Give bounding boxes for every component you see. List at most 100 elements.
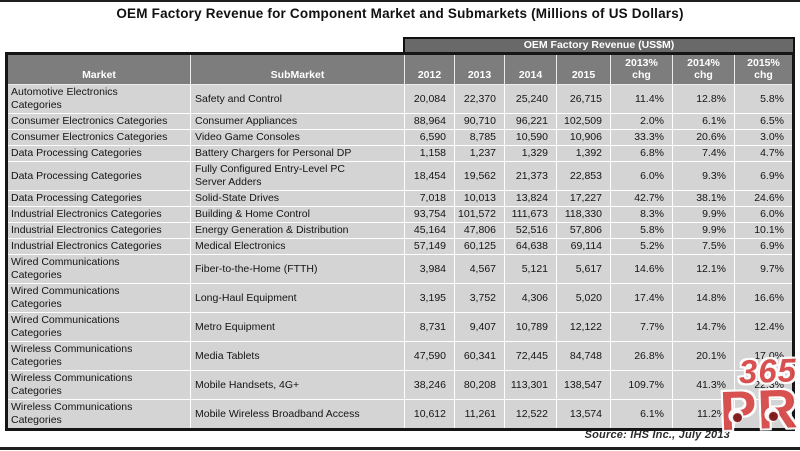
- market-cell: Wireless Communications Categories: [6, 370, 191, 400]
- col-header-2013: 2013: [454, 53, 505, 85]
- value-2013-cell: 90,710: [454, 113, 505, 130]
- value-2014-cell: 113,301: [504, 370, 557, 400]
- value-2013-cell: 19,562: [454, 161, 505, 191]
- chg-2013-cell: 8.3%: [610, 206, 673, 223]
- value-2012-cell: 7,018: [404, 190, 455, 207]
- value-2014-cell: 25,240: [504, 84, 557, 114]
- value-2015-cell: 84,748: [556, 341, 611, 371]
- table-row: Industrial Electronics Categories Medica…: [6, 238, 794, 255]
- chg-2015-cell: 5.8%: [734, 84, 794, 114]
- submarket-cell: Energy Generation & Distribution: [190, 222, 405, 239]
- value-2014-cell: 111,673: [504, 206, 557, 223]
- table-row: Wired Communications Categories Metro Eq…: [6, 312, 794, 342]
- value-2014-cell: 12,522: [504, 399, 557, 430]
- chg-2013-cell: 5.2%: [610, 238, 673, 255]
- value-2013-cell: 1,237: [454, 145, 505, 162]
- submarket-cell: Fiber-to-the-Home (FTTH): [190, 254, 405, 284]
- value-2015-cell: 102,509: [556, 113, 611, 130]
- market-cell: Consumer Electronics Categories: [6, 113, 191, 130]
- chg-2014-cell: 12.1%: [672, 254, 735, 284]
- col-header-submarket: SubMarket: [190, 53, 405, 85]
- table-row: Industrial Electronics Categories Energy…: [6, 222, 794, 239]
- chg-2013-cell: 6.1%: [610, 399, 673, 430]
- chg-2014-cell: 11.2%: [672, 399, 735, 430]
- value-2012-cell: 88,964: [404, 113, 455, 130]
- col-header-2014-chg: 2014% chg: [672, 53, 735, 85]
- value-2015-cell: 5,020: [556, 283, 611, 313]
- value-2012-cell: 6,590: [404, 129, 455, 146]
- chg-2015-cell: 10.1%: [734, 222, 794, 239]
- chg-2015-cell: 6.0%: [734, 206, 794, 223]
- submarket-cell: Mobile Handsets, 4G+: [190, 370, 405, 400]
- submarket-cell: Mobile Wireless Broadband Access: [190, 399, 405, 430]
- value-2012-cell: 3,984: [404, 254, 455, 284]
- table-row: Wired Communications Categories Long-Hau…: [6, 283, 794, 313]
- chg-2013-cell: 6.0%: [610, 161, 673, 191]
- value-2015-cell: 12,122: [556, 312, 611, 342]
- market-cell: Consumer Electronics Categories: [6, 129, 191, 146]
- chg-2015-cell: 6.9%: [734, 238, 794, 255]
- chg-2014-cell: 12.8%: [672, 84, 735, 114]
- value-2014-cell: 1,329: [504, 145, 557, 162]
- value-2015-cell: 5,617: [556, 254, 611, 284]
- chg-2015-cell: 6.9%: [734, 161, 794, 191]
- market-cell: Wireless Communications Categories: [6, 341, 191, 371]
- chg-2015-cell: 9.7%: [734, 254, 794, 284]
- value-2012-cell: 93,754: [404, 206, 455, 223]
- chg-2015-cell: 4.7%: [734, 145, 794, 162]
- page-title: OEM Factory Revenue for Component Market…: [116, 6, 684, 21]
- table-row: Data Processing Categories Battery Charg…: [6, 145, 794, 162]
- value-2013-cell: 11,261: [454, 399, 505, 430]
- submarket-cell: Long-Haul Equipment: [190, 283, 405, 313]
- col-header-2015: 2015: [556, 53, 611, 85]
- value-2013-cell: 4,567: [454, 254, 505, 284]
- table-row: Data Processing Categories Solid-State D…: [6, 190, 794, 207]
- chg-2013-cell: 42.7%: [610, 190, 673, 207]
- chg-2013-cell: 6.8%: [610, 145, 673, 162]
- header-row: Market SubMarket 2012 2013 2014 2015 201…: [6, 53, 794, 85]
- value-2012-cell: 3,195: [404, 283, 455, 313]
- chg-2015-cell: 12.4%: [734, 312, 794, 342]
- value-2015-cell: 26,715: [556, 84, 611, 114]
- chg-2015-cell: 17.0%: [734, 341, 794, 371]
- value-2014-cell: 64,638: [504, 238, 557, 255]
- source-note: Source: IHS Inc., July 2013: [584, 429, 730, 441]
- submarket-cell: Medical Electronics: [190, 238, 405, 255]
- value-2012-cell: 10,612: [404, 399, 455, 430]
- value-2013-cell: 10,013: [454, 190, 505, 207]
- submarket-cell: Building & Home Control: [190, 206, 405, 223]
- chg-2014-cell: 9.3%: [672, 161, 735, 191]
- value-2012-cell: 38,246: [404, 370, 455, 400]
- table-body: Automotive Electronics Categories Safety…: [6, 84, 794, 430]
- submarket-cell: Metro Equipment: [190, 312, 405, 342]
- chg-2014-cell: 38.1%: [672, 190, 735, 207]
- submarket-cell: Fully Configured Entry-Level PC Server A…: [190, 161, 405, 191]
- value-2015-cell: 69,114: [556, 238, 611, 255]
- top-edge-line: [0, 0, 800, 2]
- chg-2013-cell: 14.6%: [610, 254, 673, 284]
- market-cell: Data Processing Categories: [6, 145, 191, 162]
- submarket-cell: Safety and Control: [190, 84, 405, 114]
- chg-2014-cell: 7.5%: [672, 238, 735, 255]
- chg-2013-cell: 2.0%: [610, 113, 673, 130]
- submarket-cell: Solid-State Drives: [190, 190, 405, 207]
- value-2014-cell: 4,306: [504, 283, 557, 313]
- value-2012-cell: 20,084: [404, 84, 455, 114]
- value-2014-cell: 52,516: [504, 222, 557, 239]
- value-2015-cell: 57,806: [556, 222, 611, 239]
- market-cell: Wired Communications Categories: [6, 312, 191, 342]
- value-2015-cell: 13,574: [556, 399, 611, 430]
- value-2014-cell: 5,121: [504, 254, 557, 284]
- chg-2013-cell: 5.8%: [610, 222, 673, 239]
- chg-2014-cell: 14.7%: [672, 312, 735, 342]
- chg-2014-cell: 20.6%: [672, 129, 735, 146]
- chg-2014-cell: 9.9%: [672, 222, 735, 239]
- table-row: Wireless Communications Categories Mobil…: [6, 370, 794, 400]
- watermark-365pr-logo: 365 PR: [696, 351, 800, 451]
- submarket-cell: Battery Chargers for Personal DP: [190, 145, 405, 162]
- value-2015-cell: 22,853: [556, 161, 611, 191]
- table-row: Data Processing Categories Fully Configu…: [6, 161, 794, 191]
- value-2015-cell: 118,330: [556, 206, 611, 223]
- submarket-cell: Media Tablets: [190, 341, 405, 371]
